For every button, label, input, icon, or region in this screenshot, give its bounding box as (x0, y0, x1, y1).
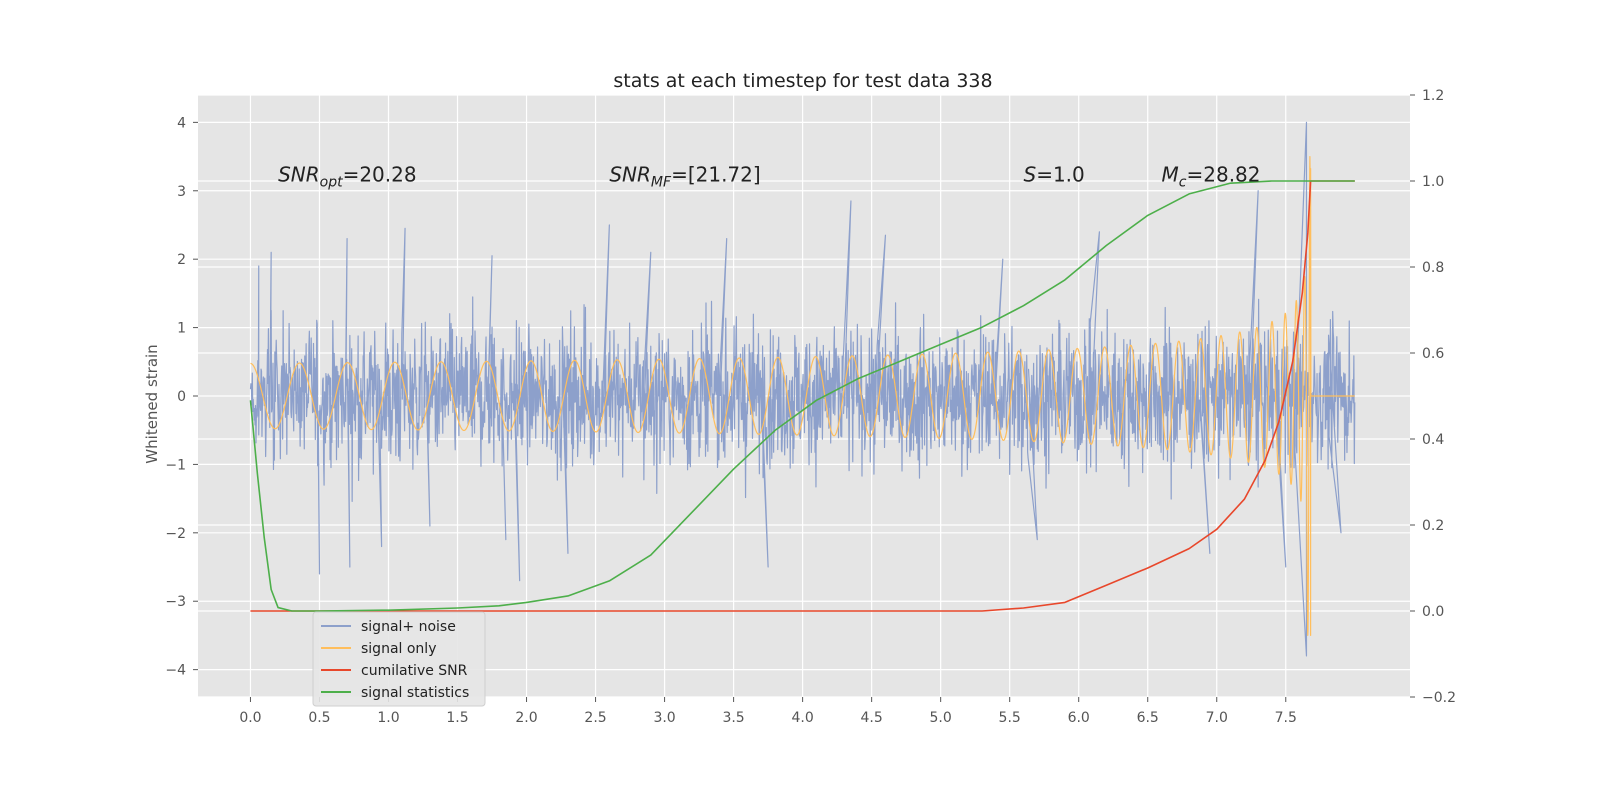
chart-title: stats at each timestep for test data 338 (613, 70, 992, 92)
series-line-1 (250, 156, 1355, 637)
legend-box (312, 611, 486, 707)
x-tick-label: 3.0 (653, 710, 675, 726)
y-tick-label: 1 (177, 321, 186, 337)
y2-tick-label: 0.8 (1422, 260, 1444, 276)
x-tick-label: 1.5 (446, 710, 468, 726)
annotation-3: Mc=28.82 (1162, 163, 1261, 191)
x-tick-label: 5.0 (930, 710, 952, 726)
series-line-3 (249, 180, 1355, 612)
legend-label-2: cumilative SNR (361, 663, 468, 679)
legend-label-0: signal+ noise (361, 619, 456, 635)
x-tick-label: 6.5 (1137, 710, 1159, 726)
x-tick-label: 4.0 (791, 710, 813, 726)
y-tick-label: 4 (177, 115, 186, 131)
x-tick-label: 2.5 (584, 710, 606, 726)
series-line-0 (249, 121, 1356, 657)
x-tick-label: 6.0 (1068, 710, 1090, 726)
y2-tick-label: 0.6 (1422, 346, 1444, 362)
y2-tick-label: 0.2 (1422, 518, 1444, 534)
annotation-1: SNRMF=[21.72] (609, 163, 760, 191)
x-tick-label: 7.0 (1206, 710, 1228, 726)
annotations: SNRopt=20.28 SNRMF=[21.72] S=1.0 Mc=28.82 (278, 163, 1260, 191)
x-tick-label: 1.0 (377, 710, 399, 726)
y-tick-label: −4 (165, 663, 186, 679)
legend: signal+ noise signal only cumilative SNR si… (312, 611, 486, 707)
y2-tick-label: 0.0 (1422, 604, 1444, 620)
legend-label-1: signal only (361, 641, 436, 657)
x-tick-label: 0.0 (239, 710, 261, 726)
series-layer (249, 121, 1356, 657)
y-tick-label: −1 (165, 457, 186, 473)
y-tick-label: 3 (177, 184, 186, 200)
x-tick-label: 3.5 (722, 710, 744, 726)
y2-tick-label: 1.0 (1422, 174, 1444, 190)
x-tick-label: 7.5 (1275, 710, 1297, 726)
x-tick-label: 2.0 (515, 710, 537, 726)
series-line-2 (250, 180, 1355, 612)
y2-tick-label: 0.4 (1422, 432, 1444, 448)
annotation-0: SNRopt=20.28 (278, 163, 417, 191)
x-tick-label: 4.5 (861, 710, 883, 726)
y2-tick-label: 1.2 (1422, 88, 1444, 104)
axes: 0.0 0.5 1.0 1.5 2.0 2.5 3.0 3.5 4.0 4.5 5.0 5.5 6.0 6… (165, 88, 1456, 726)
x-tick-label: 0.5 (308, 710, 330, 726)
annotation-2: S=1.0 (1023, 163, 1084, 187)
y-tick-label: 2 (177, 252, 186, 268)
legend-label-3: signal statistics (361, 685, 469, 701)
x-tick-label: 5.5 (999, 710, 1021, 726)
y2-tick-label: −0.2 (1422, 690, 1456, 706)
y-tick-label: −3 (165, 594, 186, 610)
y-axis-label: Whitened strain (143, 344, 161, 463)
y-tick-label: 0 (177, 389, 186, 405)
y-tick-label: −2 (165, 526, 186, 542)
